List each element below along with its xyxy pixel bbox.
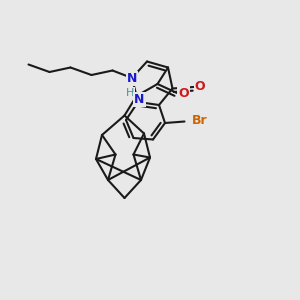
Text: Br: Br bbox=[192, 114, 207, 127]
Text: H: H bbox=[126, 88, 134, 98]
Text: O: O bbox=[195, 80, 206, 94]
Text: N: N bbox=[127, 71, 137, 85]
Text: O: O bbox=[178, 86, 189, 100]
Text: N: N bbox=[134, 93, 145, 106]
